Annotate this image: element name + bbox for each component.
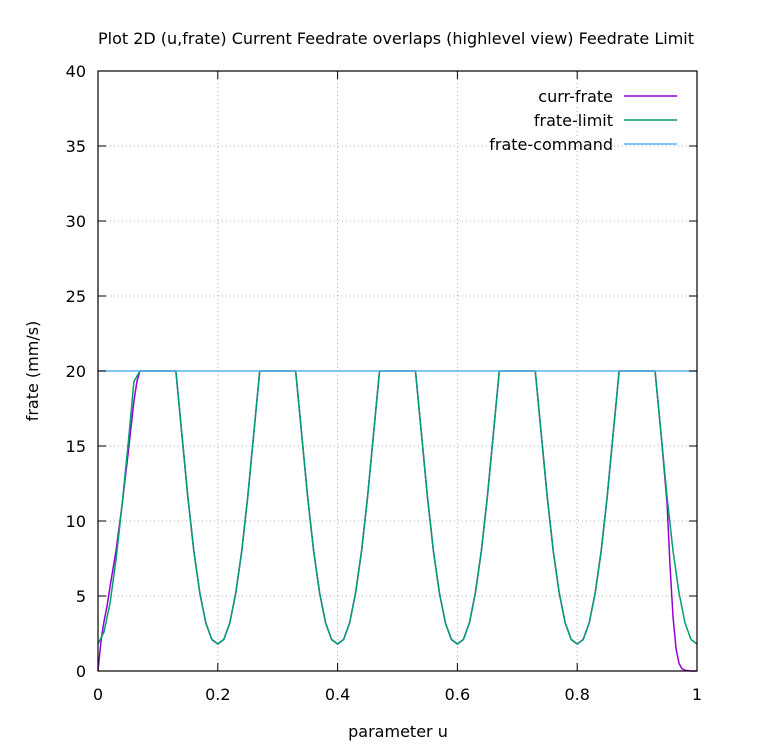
- y-tick-label: 0: [76, 662, 86, 681]
- x-tick-label: 0.6: [445, 685, 470, 704]
- legend-label-curr-frate: curr-frate: [538, 87, 613, 106]
- x-axis-title: parameter u: [348, 722, 448, 741]
- chart-title: Plot 2D (u,frate) Current Feedrate overl…: [98, 29, 694, 48]
- y-tick-label: 30: [66, 212, 86, 231]
- y-tick-label: 40: [66, 62, 86, 81]
- y-tick-label: 10: [66, 512, 86, 531]
- y-tick-label: 35: [66, 137, 86, 156]
- legend-label-frate-limit: frate-limit: [534, 111, 613, 130]
- legend-label-frate-command: frate-command: [489, 135, 613, 154]
- x-tick-label: 0: [93, 685, 103, 704]
- y-tick-label: 5: [76, 587, 86, 606]
- legend: curr-frate frate-limit frate-command: [489, 87, 677, 154]
- series-line-frate-limit: [97, 370, 698, 645]
- x-tick-label: 0.4: [325, 685, 350, 704]
- y-tick-label: 20: [66, 362, 86, 381]
- y-tick-label: 25: [66, 287, 86, 306]
- axis-ticks: 0 5 10 15 20 25 30 35 40 0 0.2 0.4 0.6 0.8 1: [66, 62, 702, 704]
- x-tick-label: 1: [692, 685, 702, 704]
- series-lines: [97, 370, 698, 672]
- y-axis-title: frate (mm/s): [23, 321, 42, 422]
- x-tick-label: 0.8: [564, 685, 589, 704]
- series-line-curr-frate: [97, 370, 697, 672]
- x-tick-label: 0.2: [205, 685, 230, 704]
- y-tick-label: 15: [66, 437, 86, 456]
